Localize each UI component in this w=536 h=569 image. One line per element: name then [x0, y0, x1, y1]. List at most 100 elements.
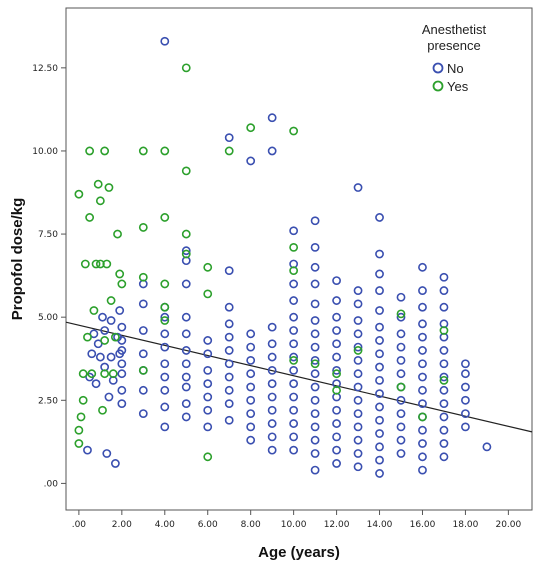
data-point-yes [91, 259, 101, 269]
data-point-no [117, 399, 127, 409]
data-point-no [289, 405, 299, 415]
data-point-yes [115, 269, 125, 279]
data-point-yes [113, 229, 122, 239]
data-point-no [246, 422, 256, 432]
data-point-no [310, 382, 320, 392]
data-point-no [396, 422, 406, 432]
data-point-no [246, 435, 256, 445]
data-point-no [267, 445, 277, 455]
data-point-yes [203, 452, 213, 462]
data-point-no [353, 183, 363, 192]
data-point-no [246, 395, 256, 405]
data-point-no [181, 312, 191, 322]
data-point-no [375, 375, 384, 385]
data-point-no [267, 146, 277, 156]
data-point-no [181, 412, 191, 422]
data-point-yes [117, 279, 127, 289]
data-point-no [138, 299, 148, 309]
data-point-no [461, 409, 470, 418]
data-point-no [115, 306, 125, 315]
data-point-no [181, 372, 191, 382]
data-point-no [439, 425, 449, 435]
data-point-no [418, 425, 427, 435]
data-point-no [106, 316, 116, 325]
data-point-no [353, 299, 363, 309]
data-point-no [246, 409, 256, 418]
data-point-no [439, 385, 449, 395]
y-axis-title: Propofol dose/kg [9, 198, 26, 321]
data-point-yes [85, 213, 95, 222]
data-point-no [203, 392, 213, 402]
data-point-no [310, 395, 320, 405]
data-point-yes [89, 306, 99, 315]
data-point-no [332, 365, 341, 375]
data-point-yes [100, 146, 110, 156]
data-point-no [181, 359, 191, 369]
data-point-no [375, 349, 384, 359]
data-point-no [439, 412, 449, 422]
data-point-no [246, 329, 256, 339]
data-point-no [267, 365, 277, 375]
data-point-no [289, 226, 299, 236]
data-point-no [224, 319, 234, 329]
data-point-yes [289, 126, 299, 136]
data-point-no [203, 336, 213, 345]
data-point-yes [246, 123, 256, 133]
regression-line [65, 321, 533, 433]
data-point-no [267, 419, 277, 428]
data-point-yes [160, 316, 170, 325]
data-point-yes [439, 375, 449, 385]
y-tick-label: 2.50 [38, 396, 58, 406]
data-point-yes [203, 262, 213, 272]
data-point-no [418, 346, 427, 355]
x-tick-label: 20.00 [495, 520, 521, 530]
data-point-yes [87, 369, 97, 379]
data-point-no [98, 312, 107, 322]
data-point-no [117, 385, 127, 395]
data-point-no [375, 249, 384, 259]
data-point-no [418, 385, 427, 395]
data-point-yes [181, 249, 191, 259]
data-point-no [203, 349, 213, 359]
data-point-no [289, 296, 299, 305]
data-point-no [160, 359, 170, 369]
data-point-no [117, 322, 127, 332]
data-point-no [267, 352, 277, 362]
data-point-no [310, 299, 320, 309]
data-point-no [375, 469, 384, 478]
data-point-no [396, 369, 406, 379]
data-point-no [289, 312, 299, 322]
data-point-no [160, 36, 170, 46]
data-point-no [289, 379, 299, 389]
data-point-no [246, 156, 256, 166]
data-point-no [439, 372, 449, 382]
data-point-no [310, 342, 320, 352]
data-point-no [418, 399, 427, 409]
data-point-no [332, 339, 341, 349]
data-point-yes [104, 183, 114, 192]
data-point-no [138, 409, 148, 418]
data-point-yes [138, 365, 148, 375]
x-tick-label: 2.00 [112, 520, 132, 530]
data-point-yes [78, 369, 88, 379]
data-point-no [353, 462, 363, 472]
data-point-no [353, 369, 363, 379]
data-point-yes [160, 279, 170, 289]
data-point-yes [332, 369, 341, 379]
legend-marker-no [432, 62, 444, 74]
regression-line-layer [65, 321, 533, 433]
data-point-no [461, 359, 470, 369]
data-point-no [267, 432, 277, 442]
x-tick-label: .00 [72, 520, 87, 530]
data-points-layer [74, 36, 492, 478]
data-point-no [353, 435, 363, 445]
data-point-no [310, 216, 320, 226]
data-point-no [117, 346, 127, 355]
data-point-no [482, 442, 492, 452]
x-tick-label: 4.00 [155, 520, 175, 530]
data-point-no [224, 372, 234, 382]
data-point-no [439, 302, 449, 312]
data-point-no [332, 459, 341, 468]
data-point-yes [289, 355, 299, 365]
data-point-no [353, 316, 363, 325]
